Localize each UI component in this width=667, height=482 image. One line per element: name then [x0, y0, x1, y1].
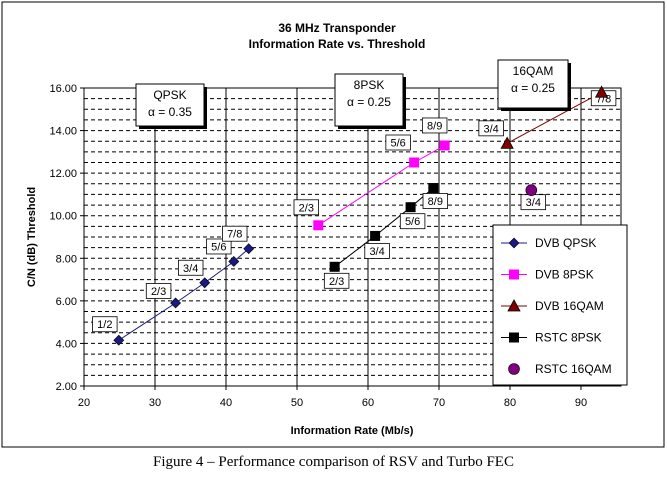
data-point-marker [594, 85, 609, 98]
annotation-subtext: α = 0.25 [347, 95, 391, 109]
y-tick-label: 6.00 [56, 296, 77, 308]
point-label-box [222, 225, 248, 242]
y-tick-label: 10.00 [49, 211, 77, 223]
data-point-marker [329, 261, 340, 272]
annotation-box [497, 59, 569, 109]
x-tick-label: 30 [149, 397, 161, 409]
data-point-marker [525, 184, 538, 196]
data-markers [113, 85, 609, 346]
point-label: 1/2 [97, 319, 112, 331]
point-label: 5/6 [391, 138, 406, 150]
legend: DVB QPSK DVB 8PSK DVB 16QAM RSTC 8PSK RSTC 1… [492, 224, 628, 386]
annotation-box [334, 73, 404, 127]
point-label: 3/4 [484, 123, 499, 135]
x-tick-label: 20 [78, 397, 90, 409]
legend-label: DVB 16QAM [535, 299, 604, 313]
x-tick-label: 40 [220, 397, 232, 409]
y-axis-label: C/N (dB) Threshold [26, 187, 38, 287]
data-point-marker [409, 157, 420, 168]
point-label-box [293, 199, 320, 216]
point-label-box [478, 120, 504, 137]
data-point-marker [199, 277, 211, 289]
annotation-boxes: QPSK α = 0.35 8PSK α = 0.25 16QAM α = 0.25 [135, 59, 571, 129]
y-tick-label: 16.00 [49, 83, 77, 95]
series-line [334, 187, 434, 268]
point-label-box [177, 259, 204, 276]
legend-label: RSTC 8PSK [535, 331, 602, 345]
point-label-box [385, 134, 411, 151]
annotation-box [135, 83, 205, 127]
point-label: 2/3 [151, 286, 166, 298]
data-point-marker [243, 243, 255, 255]
point-label: 8/9 [427, 120, 442, 132]
point-label: 7/8 [227, 229, 242, 241]
point-label: 2/3 [299, 202, 314, 214]
x-tick-label: 80 [504, 397, 516, 409]
annotation-subtext: α = 0.25 [511, 81, 555, 95]
point-label-box [145, 283, 172, 299]
annotation-title: 8PSK [354, 78, 385, 92]
legend-swatch-marker [507, 299, 521, 312]
x-axis-label: Information Rate (Mb/s) [291, 425, 414, 437]
x-tick-label: 70 [433, 397, 445, 409]
x-tick-label: 50 [291, 397, 303, 409]
annotation-title: QPSK [153, 88, 186, 102]
point-label-box [364, 243, 390, 259]
point-label: 5/6 [211, 241, 226, 253]
point-label: 5/6 [405, 216, 420, 228]
series-line [506, 91, 602, 144]
y-axis-ticks: 2.00 4.00 6.00 8.00 10.00 12.00 14.00 16.00 [49, 83, 84, 393]
point-label: 3/4 [526, 197, 541, 209]
x-tick-label: 90 [575, 397, 587, 409]
point-label-box [399, 213, 426, 230]
data-point-marker [500, 136, 514, 149]
data-point-marker [228, 256, 240, 267]
data-point-marker [313, 220, 324, 231]
chart-title: 36 MHz Transponder [278, 21, 396, 35]
data-point-marker [113, 334, 125, 346]
data-point-marker [428, 183, 439, 194]
annotation-title: 16QAM [513, 64, 554, 78]
x-axis-ticks: 20 30 40 50 60 70 80 90 [78, 386, 587, 409]
x-tick-label: 60 [362, 397, 374, 409]
y-tick-label: 14.00 [49, 126, 77, 138]
point-label: 8/9 [428, 196, 443, 208]
data-point-marker [170, 297, 182, 309]
point-label-box [422, 193, 449, 209]
point-label-box [421, 117, 448, 134]
data-point-marker [370, 230, 381, 241]
chart-subtitle: Information Rate vs. Threshold [249, 37, 426, 51]
legend-label: RSTC 16QAM [535, 362, 612, 376]
legend-swatch-marker [509, 332, 519, 343]
point-label: 2/3 [329, 276, 344, 288]
y-tick-label: 8.00 [56, 253, 77, 265]
point-label-box [92, 316, 118, 333]
legend-label: DVB QPSK [535, 236, 596, 250]
legend-swatch-marker [509, 269, 519, 280]
annotation-subtext: α = 0.35 [148, 105, 192, 119]
legend-label: DVB 8PSK [535, 268, 594, 282]
point-label: 3/4 [369, 246, 384, 258]
point-label-box [206, 238, 232, 255]
legend-swatch-marker [508, 237, 520, 249]
y-tick-label: 12.00 [49, 168, 77, 180]
figure-caption: Figure 4 – Performance comparison of RSV… [153, 454, 514, 470]
point-label: 3/4 [183, 263, 198, 275]
legend-swatch-marker [508, 363, 520, 375]
data-point-marker [439, 140, 450, 151]
y-tick-label: 2.00 [56, 381, 77, 393]
point-label-box [323, 272, 350, 289]
y-tick-label: 4.00 [56, 338, 77, 350]
data-point-marker [405, 202, 416, 213]
